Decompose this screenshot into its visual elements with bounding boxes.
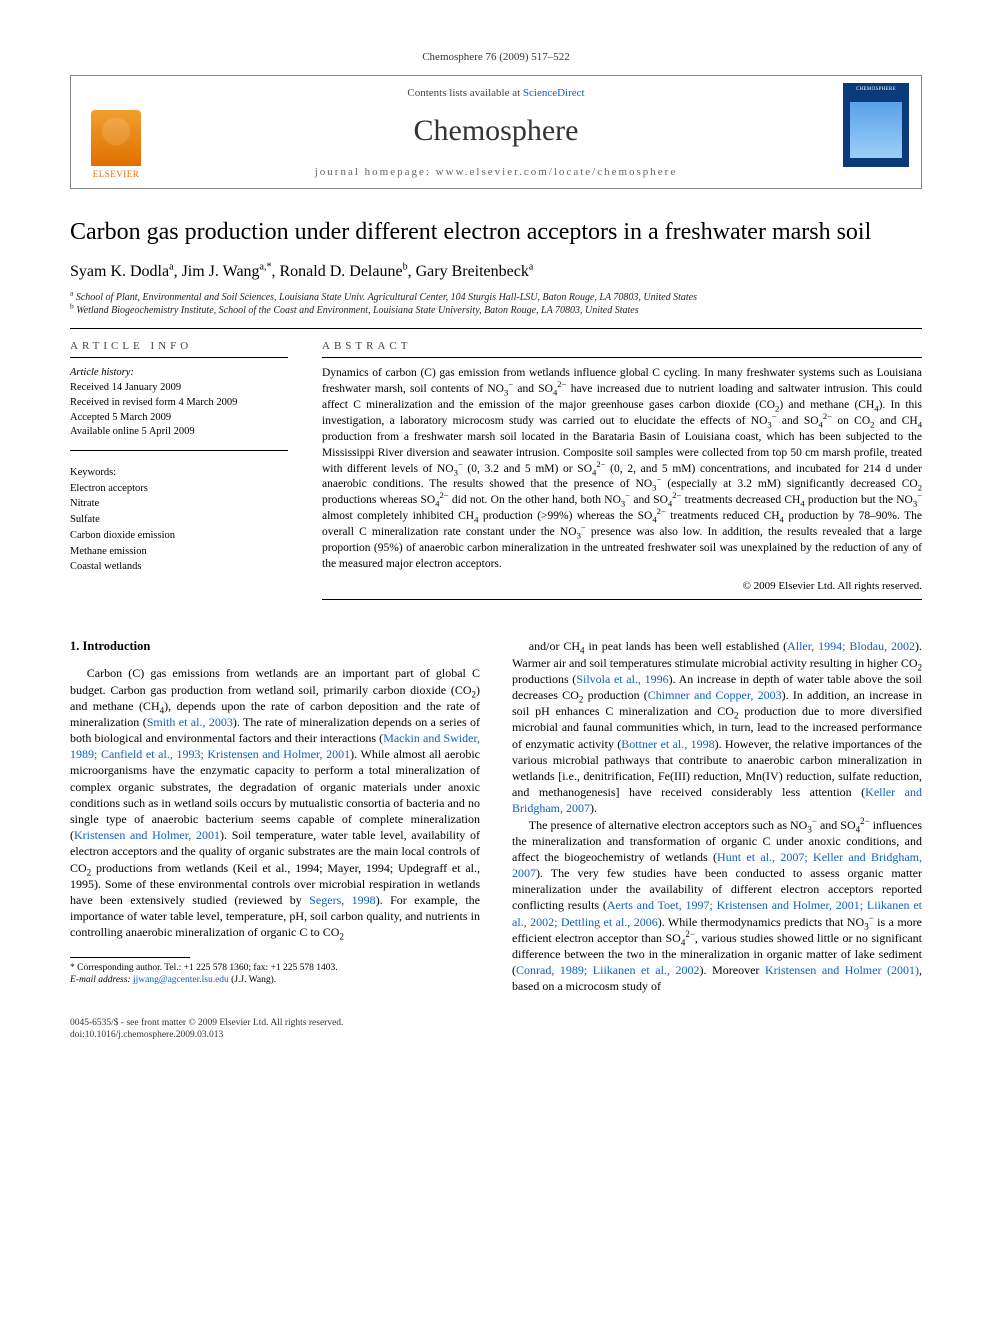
affiliation: b Wetland Biogeochemistry Institute, Sch… [70,304,922,318]
intro-paragraph: and/or CH4 in peat lands has been well e… [512,638,922,816]
journal-header: ELSEVIER Contents lists available at Sci… [70,75,922,189]
keyword: Coastal wetlands [70,559,288,575]
author: Gary Breitenbecka [416,263,534,280]
keyword: Carbon dioxide emission [70,528,288,544]
footnote-separator [70,957,190,958]
corr-email-who: (J.J. Wang). [231,975,276,985]
affiliation-list: a School of Plant, Environmental and Soi… [70,291,922,318]
article-history: Article history: Received 14 January 200… [70,366,288,439]
journal-cover-icon [844,84,908,166]
article-title: Carbon gas production under different el… [70,217,922,247]
article-info-label: ARTICLE INFO [70,339,288,354]
elsevier-tree-icon [91,110,141,166]
journal-name: Chemosphere [169,111,823,152]
body-two-column: 1. Introduction Carbon (C) gas emissions… [70,638,922,994]
keywords-block: Keywords: Electron acceptorsNitrateSulfa… [70,465,288,575]
author-list: Syam K. Dodlaa, Jim J. Wanga,*, Ronald D… [70,261,922,283]
abstract-label: ABSTRACT [322,339,922,354]
abstract-text: Dynamics of carbon (C) gas emission from… [322,366,922,572]
journal-homepage: journal homepage: www.elsevier.com/locat… [169,165,823,180]
divider [70,328,922,329]
publisher-logo-cell: ELSEVIER [71,76,161,188]
contents-prefix: Contents lists available at [407,87,522,99]
keywords-label: Keywords: [70,465,288,481]
elsevier-logo: ELSEVIER [91,110,141,180]
email-label: E-mail address: [70,975,131,985]
intro-paragraph: The presence of alternative electron acc… [512,817,922,995]
affiliation: a School of Plant, Environmental and Soi… [70,291,922,305]
history-line: Accepted 5 March 2009 [70,411,288,426]
corr-email-link[interactable]: jjwang@agcenter.lsu.edu [133,975,229,985]
keyword: Methane emission [70,544,288,560]
article-info-column: ARTICLE INFO Article history: Received 1… [70,339,288,609]
issn-line: 0045-6535/$ - see front matter © 2009 El… [70,1017,922,1030]
abstract-column: ABSTRACT Dynamics of carbon (C) gas emis… [322,339,922,609]
history-line: Received 14 January 2009 [70,381,288,396]
doi-line: doi:10.1016/j.chemosphere.2009.03.013 [70,1029,922,1042]
cover-thumbnail-cell [831,76,921,188]
author: Jim J. Wanga,* [182,263,272,280]
author: Ronald D. Delauneb [280,263,408,280]
header-center: Contents lists available at ScienceDirec… [161,76,831,188]
sciencedirect-link[interactable]: ScienceDirect [523,87,585,99]
section-heading-intro: 1. Introduction [70,638,480,655]
abstract-copyright: © 2009 Elsevier Ltd. All rights reserved… [322,579,922,594]
history-label: Article history: [70,366,288,381]
contents-available-line: Contents lists available at ScienceDirec… [169,86,823,101]
corr-author-line: * Corresponding author. Tel.: +1 225 578… [70,962,480,974]
corresponding-author-footnote: * Corresponding author. Tel.: +1 225 578… [70,962,480,987]
keyword: Electron acceptors [70,481,288,497]
publisher-name: ELSEVIER [93,168,140,180]
history-line: Available online 5 April 2009 [70,425,288,440]
keyword: Nitrate [70,496,288,512]
front-matter-meta: 0045-6535/$ - see front matter © 2009 El… [70,1017,922,1043]
intro-paragraph: Carbon (C) gas emissions from wetlands a… [70,665,480,940]
running-citation: Chemosphere 76 (2009) 517–522 [70,50,922,65]
keyword: Sulfate [70,512,288,528]
author: Syam K. Dodlaa [70,263,174,280]
history-line: Received in revised form 4 March 2009 [70,396,288,411]
